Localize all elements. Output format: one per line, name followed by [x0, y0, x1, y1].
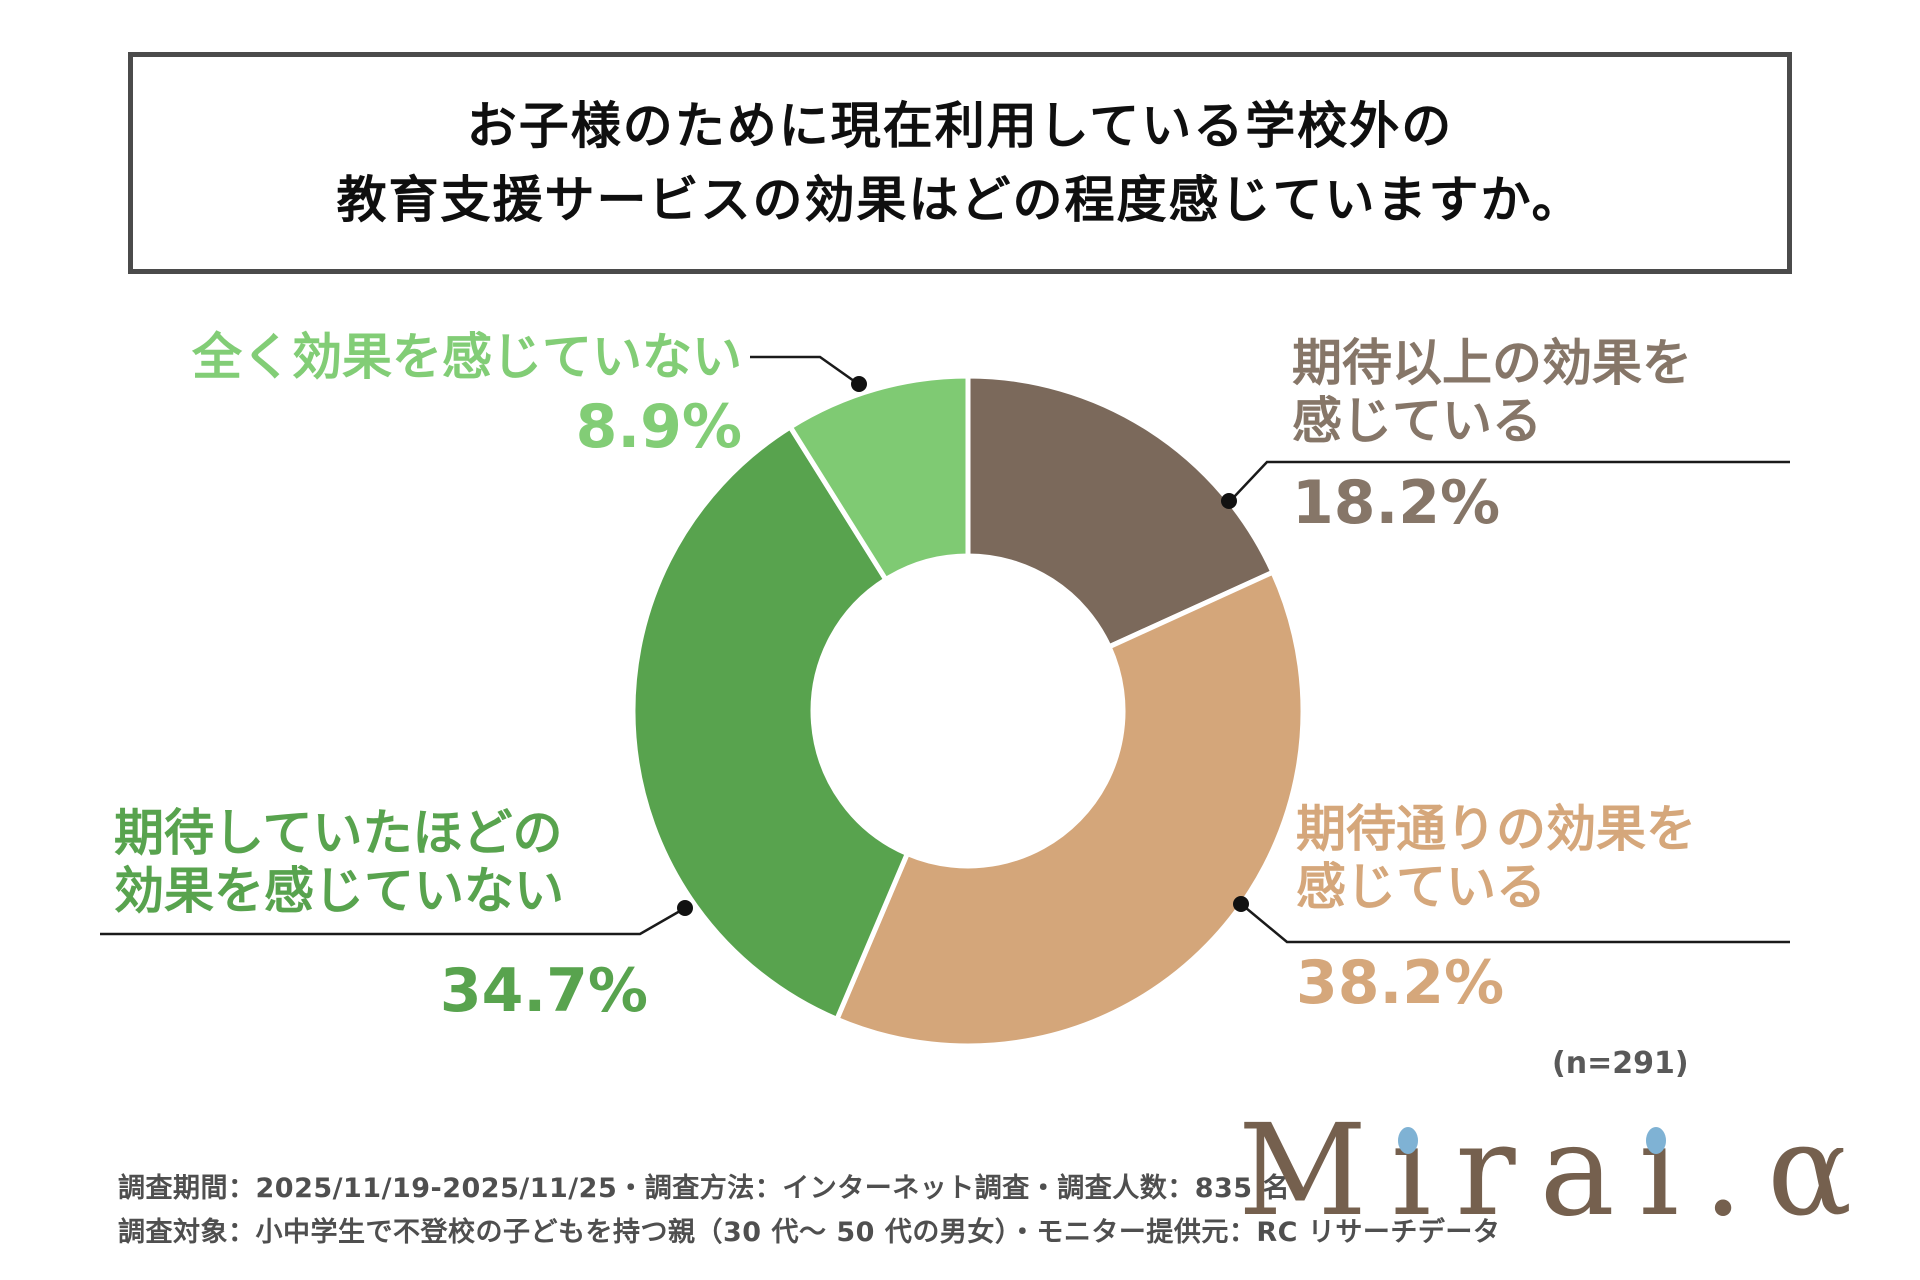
brand-logo: Mı raı .α	[1238, 1096, 1876, 1246]
logo-i-dot	[1645, 1127, 1666, 1154]
leader-line	[100, 909, 681, 936]
leader-line	[1245, 907, 1790, 944]
label-as-expected-line1: 期待通りの効果を	[1296, 800, 1696, 858]
logo-letter: M	[1238, 1097, 1392, 1244]
sample-size-note: (n=291)	[1552, 1046, 1689, 1081]
leader-top-left	[750, 355, 867, 392]
donut-segment	[787, 373, 971, 583]
donut-segment	[965, 373, 1276, 650]
leader-dot	[1221, 493, 1237, 509]
leader-line	[750, 355, 855, 383]
label-more-than-expected-line2: 感じている	[1292, 392, 1542, 450]
leader-bottom-right	[1233, 896, 1790, 944]
leader-dot	[677, 900, 693, 916]
label-less-than-expected: 期待していたほどの 効果を感じていない	[114, 804, 564, 920]
survey-info-line2: 調査対象：小中学生で不登校の子どもを持つ親（30 代〜 50 代の男女）・モニタ…	[118, 1217, 1501, 1248]
logo-letter: r	[1455, 1097, 1540, 1244]
label-less-than-expected-line2: 効果を感じていない	[114, 862, 564, 920]
logo-i-dot	[1398, 1127, 1419, 1154]
value-more-than-expected: 18.2%	[1292, 468, 1501, 538]
leader-dot	[1233, 896, 1249, 912]
leader-line	[1233, 460, 1790, 498]
question-title-line1: お子様のために現在利用している学校外の	[466, 97, 1454, 155]
survey-info-line1: 調査期間：2025/11/19-2025/11/25・調査方法：インターネット調…	[118, 1173, 1290, 1204]
label-more-than-expected-line1: 期待以上の効果を	[1292, 334, 1692, 392]
donut-segment	[630, 424, 910, 1022]
leader-bottom-left	[100, 900, 693, 936]
label-no-effect: 全く効果を感じていない	[192, 328, 742, 386]
question-title-box: お子様のために現在利用している学校外の 教育支援サービスの効果はどの程度感じてい…	[128, 52, 1792, 274]
value-as-expected: 38.2%	[1296, 948, 1505, 1018]
value-no-effect: 8.9%	[575, 392, 742, 462]
label-as-expected: 期待通りの効果を 感じている	[1296, 800, 1696, 916]
label-less-than-expected-line1: 期待していたほどの	[114, 804, 563, 862]
logo-letter: .	[1703, 1097, 1768, 1244]
question-title-line2: 教育支援サービスの効果はどの程度感じていますか。	[336, 171, 1584, 229]
donut-segments	[630, 373, 1306, 1049]
leader-top-right	[1221, 460, 1790, 509]
leader-dot	[851, 376, 867, 392]
donut-segment	[834, 569, 1306, 1049]
label-more-than-expected: 期待以上の効果を 感じている	[1292, 334, 1692, 450]
logo-letter: α	[1767, 1097, 1877, 1244]
logo-letter: a	[1539, 1097, 1639, 1244]
logo-letter-i: ı	[1638, 1097, 1703, 1244]
logo-letter-i: ı	[1391, 1097, 1456, 1244]
label-as-expected-line2: 感じている	[1296, 858, 1546, 916]
value-less-than-expected: 34.7%	[439, 956, 648, 1026]
